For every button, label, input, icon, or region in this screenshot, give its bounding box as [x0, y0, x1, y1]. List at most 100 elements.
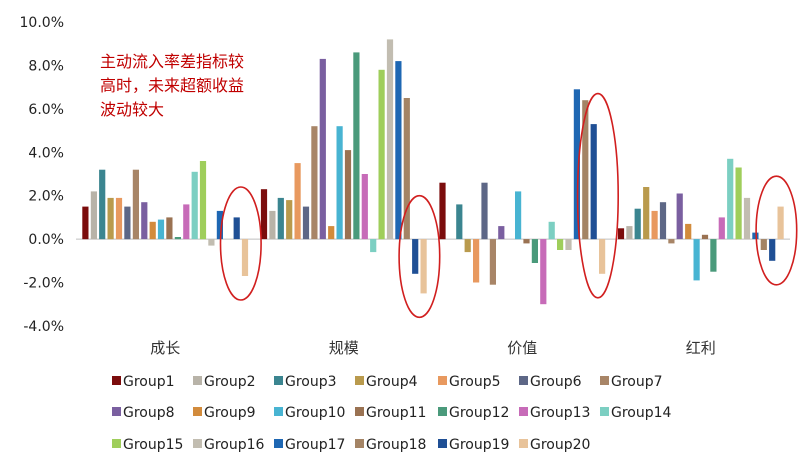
bar-group17-0 [216, 210, 223, 240]
bar-group18-1 [403, 98, 410, 240]
annotation-line: 主动流入率差指标较 [100, 52, 244, 71]
bar-group5-1 [294, 163, 301, 240]
bar-group7-2 [489, 239, 496, 285]
legend-label: Group12 [449, 405, 509, 421]
bar-group11-0 [166, 217, 173, 240]
bar-group1-2 [439, 182, 446, 240]
y-tick-label: 8.0% [28, 58, 64, 74]
bar-group12-3 [710, 239, 717, 272]
bar-group16-0 [208, 239, 215, 246]
bar-group12-0 [174, 237, 181, 240]
category-label: 价值 [507, 339, 537, 357]
bar-group9-0 [149, 221, 156, 240]
bar-group9-3 [685, 223, 692, 240]
legend-swatch [274, 407, 283, 416]
legend-swatch [274, 376, 283, 385]
legend-swatch [355, 376, 364, 385]
annotation-line: 高时，未来超额收益 [100, 76, 244, 95]
bar-group10-3 [693, 239, 700, 281]
bar-group16-1 [386, 39, 394, 240]
bar-group4-2 [464, 239, 471, 253]
bar-group4-1 [286, 200, 293, 240]
y-tick-label: -2.0% [23, 276, 64, 292]
highlight-ellipse [576, 92, 620, 299]
bar-group14-0 [191, 171, 198, 240]
legend-label: Group10 [285, 405, 345, 421]
legend-swatch [438, 376, 447, 385]
legend-swatch [193, 376, 202, 385]
bar-group7-1 [311, 126, 318, 240]
bar-group5-0 [115, 197, 123, 240]
legend-label: Group6 [530, 374, 582, 390]
bar-group17-2 [573, 89, 580, 240]
legend-label: Group20 [530, 437, 590, 453]
bar-group3-1 [277, 197, 284, 240]
bar-group3-3 [634, 208, 641, 240]
bar-group8-0 [141, 202, 148, 240]
legend-swatch [519, 376, 528, 385]
bar-group8-2 [498, 226, 505, 240]
legend-label: Group19 [449, 437, 509, 453]
category-label: 红利 [686, 339, 716, 357]
bar-group4-0 [107, 197, 114, 240]
legend-label: Group18 [366, 437, 426, 453]
highlight-ellipse [755, 175, 798, 286]
legend-swatch [355, 439, 364, 448]
bar-group19-3 [769, 239, 776, 261]
bar-group15-2 [557, 239, 564, 250]
legend-label: Group7 [611, 374, 663, 390]
bar-group13-2 [540, 239, 547, 305]
legend-swatch [112, 439, 121, 448]
bar-group4-3 [643, 187, 650, 240]
bar-group19-0 [233, 217, 240, 240]
legend-swatch [438, 439, 447, 448]
bar-group6-0 [124, 206, 131, 240]
bar-group20-1 [420, 239, 427, 294]
legend-label: Group1 [123, 374, 175, 390]
bar-group8-3 [676, 193, 683, 240]
legend-swatch [519, 439, 528, 448]
legend-label: Group11 [366, 405, 426, 421]
highlight-circles [219, 92, 798, 319]
legend-swatch [600, 407, 609, 416]
legend-swatch [112, 376, 121, 385]
legend-swatch [193, 407, 202, 416]
bar-group7-3 [668, 239, 675, 244]
bar-group15-3 [735, 167, 742, 240]
bar-group5-2 [473, 239, 480, 283]
legend-swatch [438, 407, 447, 416]
bar-group9-1 [328, 226, 335, 240]
bar-group3-0 [99, 169, 106, 240]
bar-group13-1 [361, 174, 368, 240]
legend-swatch [193, 439, 202, 448]
category-label: 成长 [150, 339, 180, 357]
bar-group13-3 [718, 217, 725, 240]
bar-group12-2 [531, 239, 538, 263]
legend-label: Group9 [204, 405, 256, 421]
bar-group6-1 [302, 206, 310, 240]
bar-group2-3 [626, 226, 633, 240]
legend-label: Group16 [204, 437, 265, 453]
bar-group2-0 [90, 191, 97, 240]
y-tick-label: -4.0% [23, 319, 64, 335]
bar-group2-1 [269, 210, 276, 240]
bar-group11-3 [701, 234, 709, 240]
bar-group19-1 [412, 239, 419, 274]
legend-swatch [112, 407, 121, 416]
bar-group10-1 [336, 126, 343, 240]
legend: Group1 Group2 Group3 Group4 Group5 Group6 Grou… [112, 374, 672, 453]
bar-group16-3 [743, 197, 751, 240]
bar-group15-1 [378, 69, 385, 240]
bar-group20-3 [777, 206, 784, 240]
bar-group16-2 [565, 239, 572, 250]
bar-group1-1 [260, 189, 268, 240]
legend-swatch [600, 376, 609, 385]
bar-group14-2 [548, 221, 555, 240]
legend-swatch [274, 439, 283, 448]
bar-group11-1 [344, 150, 352, 240]
bar-group14-1 [370, 239, 377, 253]
category-label: 规模 [329, 339, 359, 357]
legend-label: Group8 [123, 405, 175, 421]
